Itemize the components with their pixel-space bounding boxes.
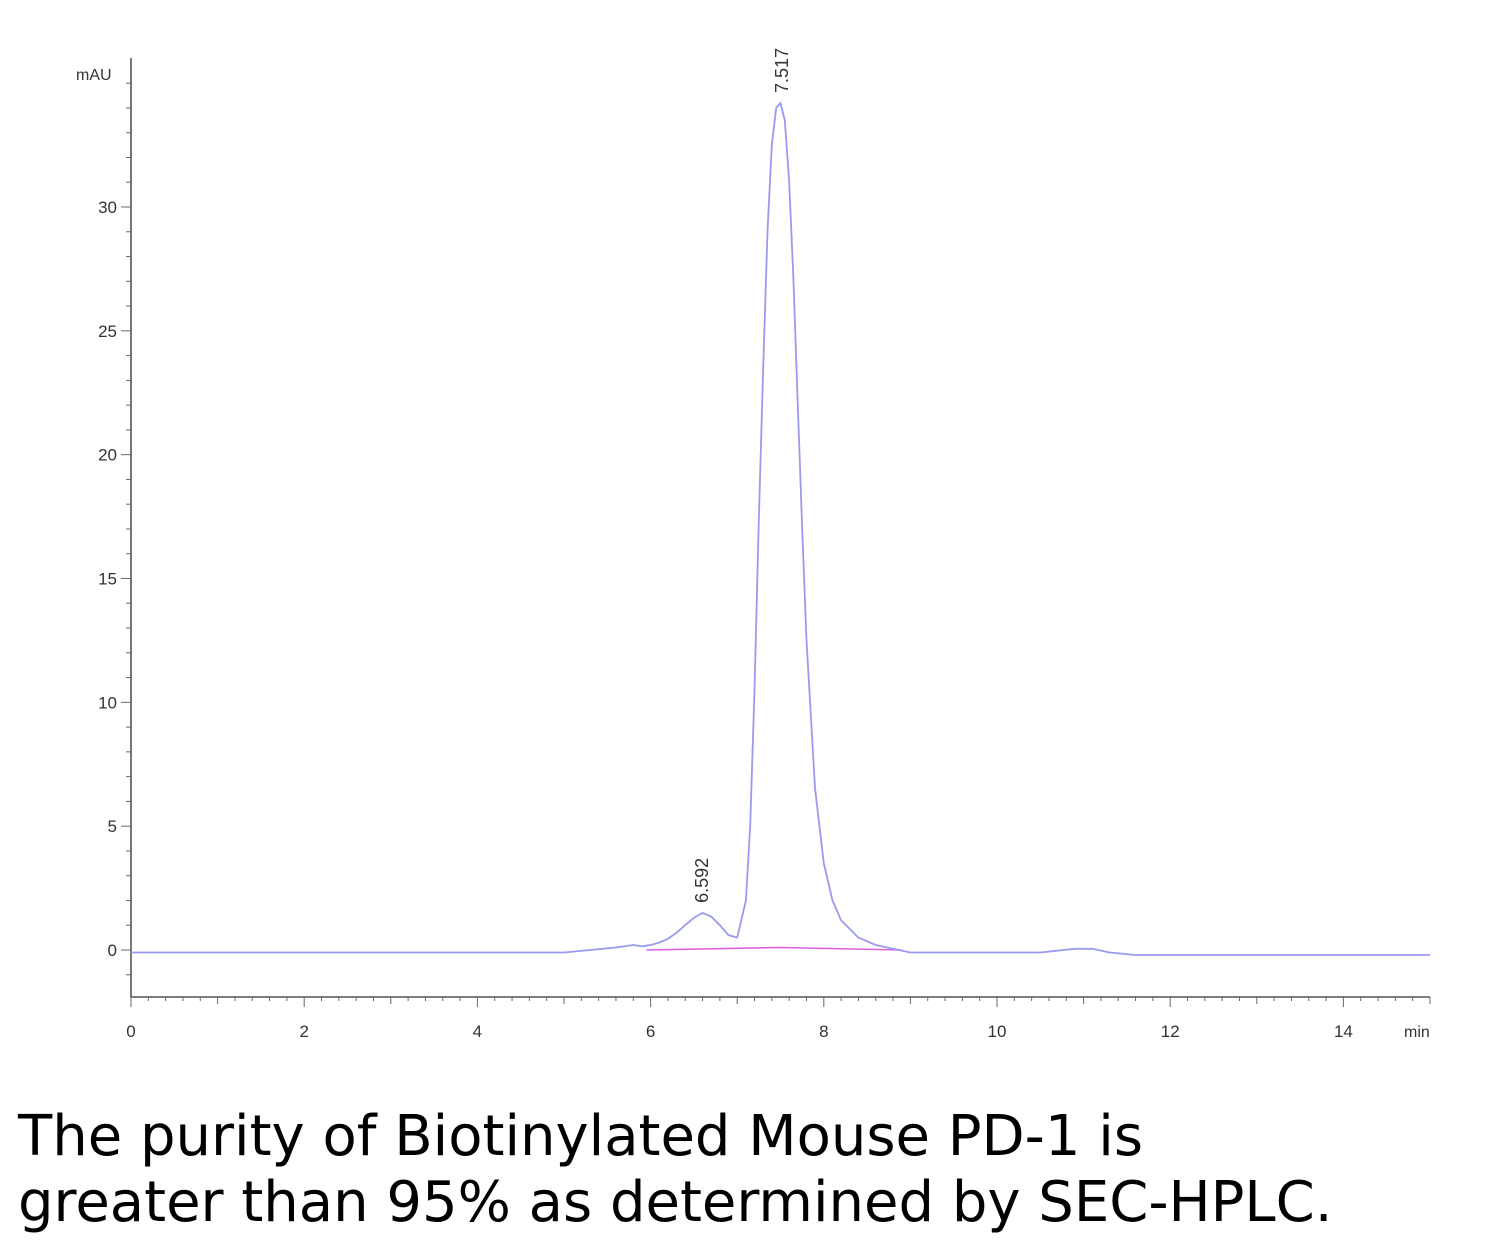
x-tick-label: 10 [988,1022,1007,1041]
caption-line-2: greater than 95% as determined by SEC-HP… [18,1170,1333,1235]
plot-area: 6.592 7.517 [131,48,1430,956]
y-tick-label: 10 [98,693,117,712]
y-tick-label: 25 [98,322,117,341]
figure-caption: The purity of Biotinylated Mouse PD-1 is… [18,1104,1478,1236]
peak-retention-label: 6.592 [692,858,712,903]
chromatogram-trace [131,102,1430,956]
x-tick-label: 0 [126,1022,135,1041]
y-axis-unit-label: mAU [76,67,112,84]
y-tick-label: 20 [98,446,117,465]
y-tick-label: 0 [108,941,117,960]
y-tick-label: 30 [98,198,117,217]
x-tick-label: 6 [646,1022,655,1041]
x-axis: 0 2 4 6 8 10 12 14 [126,996,1431,1041]
integration-baseline [646,946,902,951]
y-tick-label: 15 [98,570,117,589]
x-axis-unit-label: min [1404,1024,1430,1041]
x-tick-label: 14 [1334,1022,1353,1041]
x-tick-label: 8 [819,1022,828,1041]
x-tick-label: 2 [299,1022,308,1041]
y-axis: 0 5 10 15 20 25 30 [98,58,132,997]
peak-retention-label: 7.517 [772,48,792,93]
x-tick-label: 12 [1161,1022,1180,1041]
caption-line-1: The purity of Biotinylated Mouse PD-1 is [18,1104,1144,1169]
x-tick-label: 4 [473,1022,482,1041]
y-tick-label: 5 [108,817,117,836]
